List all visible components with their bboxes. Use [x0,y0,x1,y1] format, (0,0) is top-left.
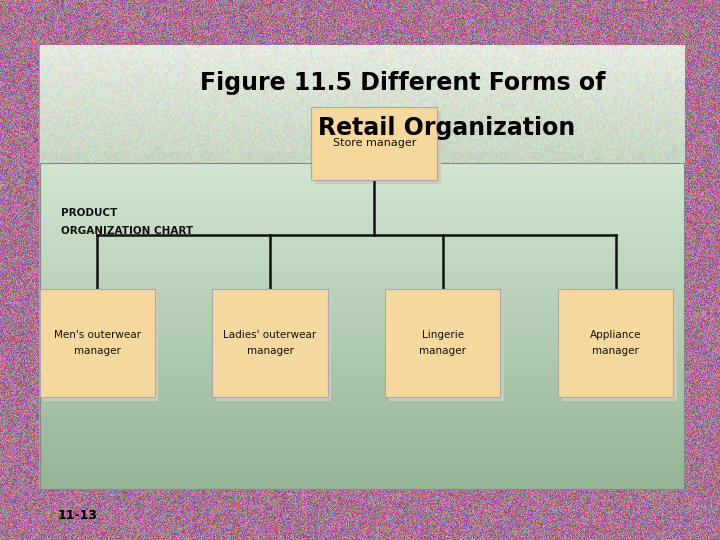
FancyBboxPatch shape [40,46,684,489]
Text: 11-13: 11-13 [58,509,98,522]
Text: Store manager: Store manager [333,138,416,148]
FancyBboxPatch shape [43,293,158,401]
FancyBboxPatch shape [311,106,438,179]
Text: Men's outerwear
manager: Men's outerwear manager [54,330,140,356]
FancyBboxPatch shape [216,293,331,401]
Text: Figure 11.5 Different Forms of: Figure 11.5 Different Forms of [200,71,606,96]
FancyBboxPatch shape [212,289,328,397]
Text: Lingerie
manager: Lingerie manager [419,330,467,356]
FancyBboxPatch shape [40,289,155,397]
FancyBboxPatch shape [389,293,504,401]
Text: PRODUCT
ORGANIZATION CHART: PRODUCT ORGANIZATION CHART [61,208,194,236]
FancyBboxPatch shape [315,111,441,184]
Text: Ladies' outerwear
manager: Ladies' outerwear manager [223,330,317,356]
FancyBboxPatch shape [385,289,500,397]
Text: Appliance
manager: Appliance manager [590,330,642,356]
Text: Retail Organization: Retail Organization [318,116,575,140]
FancyBboxPatch shape [558,289,673,397]
FancyBboxPatch shape [562,293,677,401]
